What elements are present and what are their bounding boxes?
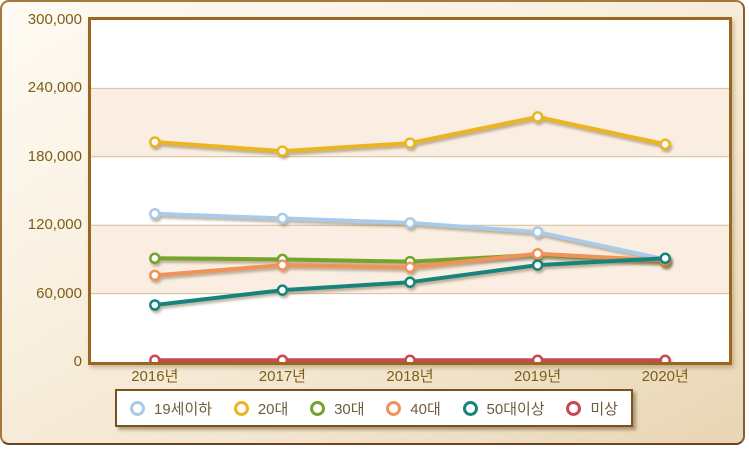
data-point-marker[interactable] <box>531 354 544 362</box>
y-axis-tick-label: 120,000 <box>27 216 82 234</box>
data-point-marker[interactable] <box>149 354 161 362</box>
data-point-marker[interactable] <box>404 354 416 362</box>
legend-item-2[interactable]: 20대 <box>233 398 289 419</box>
series-6-line-group <box>149 354 671 362</box>
data-point-marker[interactable] <box>659 138 671 151</box>
data-point-marker[interactable] <box>531 259 544 271</box>
x-axis-label: 2020년 <box>641 368 689 385</box>
legend-item-label: 19세이하 <box>154 400 213 418</box>
legend-marker-icon <box>130 400 145 416</box>
data-point-marker[interactable] <box>149 252 161 265</box>
legend-marker-icon <box>233 400 249 416</box>
data-point-marker[interactable] <box>404 261 416 274</box>
chart-canvas <box>91 87 729 362</box>
legend-item-label: 20대 <box>257 400 289 418</box>
legend-item-label: 미상 <box>590 400 618 418</box>
data-point-marker[interactable] <box>276 259 289 271</box>
data-point-marker[interactable] <box>276 145 289 157</box>
legend-item-5[interactable]: 50대이상 <box>462 398 545 419</box>
data-point-marker[interactable] <box>659 354 671 362</box>
legend-marker-icon <box>386 400 402 416</box>
legend-item-label: 30대 <box>334 400 365 418</box>
series-2-line-group <box>149 111 671 157</box>
legend-item-label: 40대 <box>410 400 441 418</box>
legend-marker-icon <box>462 400 478 416</box>
data-point-marker[interactable] <box>149 208 161 220</box>
legend-item-6[interactable]: 미상 <box>566 398 618 419</box>
data-point-marker[interactable] <box>404 276 416 288</box>
y-axis-tick-label: 0 <box>73 353 82 370</box>
legend-item-4[interactable]: 40대 <box>386 398 441 419</box>
data-point-marker[interactable] <box>276 212 289 225</box>
data-point-marker[interactable] <box>404 217 416 229</box>
legend-item-3[interactable]: 30대 <box>310 398 365 419</box>
y-axis-tick-label: 60,000 <box>36 284 82 302</box>
data-point-marker[interactable] <box>659 252 671 265</box>
x-axis-label: 2018년 <box>386 368 434 385</box>
x-axis-label: 2016년 <box>131 368 179 385</box>
legend-item-label: 50대이상 <box>486 400 545 418</box>
plot-area <box>88 17 732 365</box>
data-point-marker[interactable] <box>404 137 416 149</box>
y-axis-tick-label: 300,000 <box>27 11 82 28</box>
data-point-marker[interactable] <box>276 354 289 362</box>
x-axis-label: 2017년 <box>258 368 306 385</box>
legend-marker-icon <box>566 400 582 416</box>
data-point-marker[interactable] <box>149 269 161 282</box>
legend-item-1[interactable]: 19세이하 <box>130 398 212 419</box>
y-axis-tick-label: 240,000 <box>27 79 82 97</box>
x-axis-label: 2019년 <box>514 368 562 385</box>
data-point-marker[interactable] <box>276 284 289 296</box>
data-point-marker[interactable] <box>149 299 161 311</box>
data-point-marker[interactable] <box>531 226 544 238</box>
data-point-marker[interactable] <box>149 136 161 148</box>
legend: 19세이하 20대 30대 40대 50대이상 미상 <box>115 389 633 427</box>
legend-marker-icon <box>310 400 326 416</box>
y-axis-tick-label: 180,000 <box>27 147 82 165</box>
data-point-marker[interactable] <box>531 111 544 123</box>
data-point-marker[interactable] <box>531 247 544 260</box>
series-5-line-group <box>149 252 671 311</box>
series-4-line-group <box>149 247 671 282</box>
